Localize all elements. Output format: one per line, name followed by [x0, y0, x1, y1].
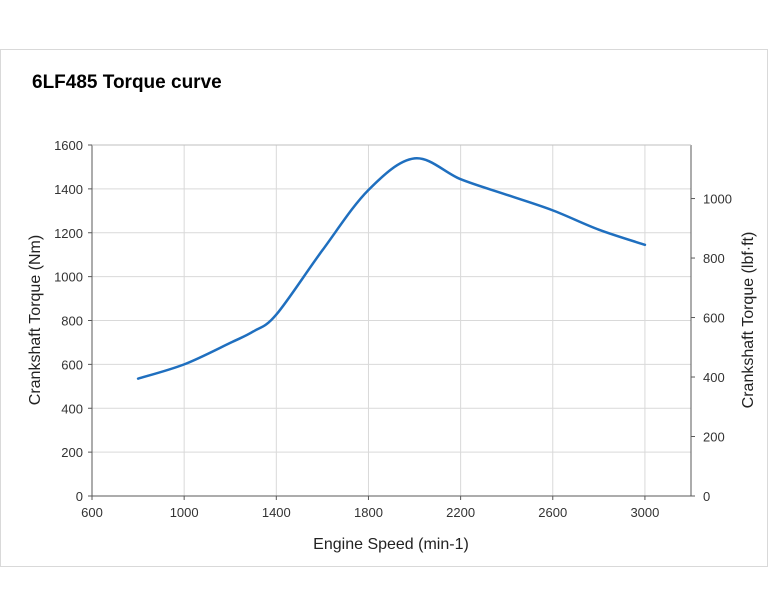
- y2-tick-label: 200: [703, 430, 725, 445]
- y-tick-label: 200: [61, 445, 83, 460]
- y-axis-label: Crankshaft Torque (Nm): [27, 235, 44, 405]
- x-tick-label: 2200: [446, 505, 475, 520]
- y-tick-label: 1000: [54, 270, 83, 285]
- x-axis-label: Engine Speed (min-1): [313, 536, 469, 553]
- y-tick-label: 1400: [54, 182, 83, 197]
- y-tick-label: 1200: [54, 226, 83, 241]
- x-tick-label: 1800: [354, 505, 383, 520]
- x-tick-label: 2600: [538, 505, 567, 520]
- x-tick-label: 3000: [630, 505, 659, 520]
- y-tick-label: 1600: [54, 138, 83, 153]
- y-tick-label: 800: [61, 314, 83, 329]
- x-tick-label: 600: [81, 505, 103, 520]
- y2-tick-label: 1000: [703, 192, 732, 207]
- y-tick-label: 0: [76, 489, 83, 504]
- y2-tick-label: 400: [703, 370, 725, 385]
- chart-title: 6LF485 Torque curve: [32, 72, 222, 93]
- y-tick-label: 400: [61, 401, 83, 416]
- y2-tick-label: 600: [703, 311, 725, 326]
- y2-tick-label: 800: [703, 251, 725, 266]
- x-tick-label: 1000: [170, 505, 199, 520]
- y2-tick-label: 0: [703, 489, 710, 504]
- torque-series-line: [136, 157, 647, 380]
- x-tick-label: 1400: [262, 505, 291, 520]
- y2-axis-label: Crankshaft Torque (lbf·ft): [740, 232, 757, 409]
- y-tick-label: 600: [61, 357, 83, 372]
